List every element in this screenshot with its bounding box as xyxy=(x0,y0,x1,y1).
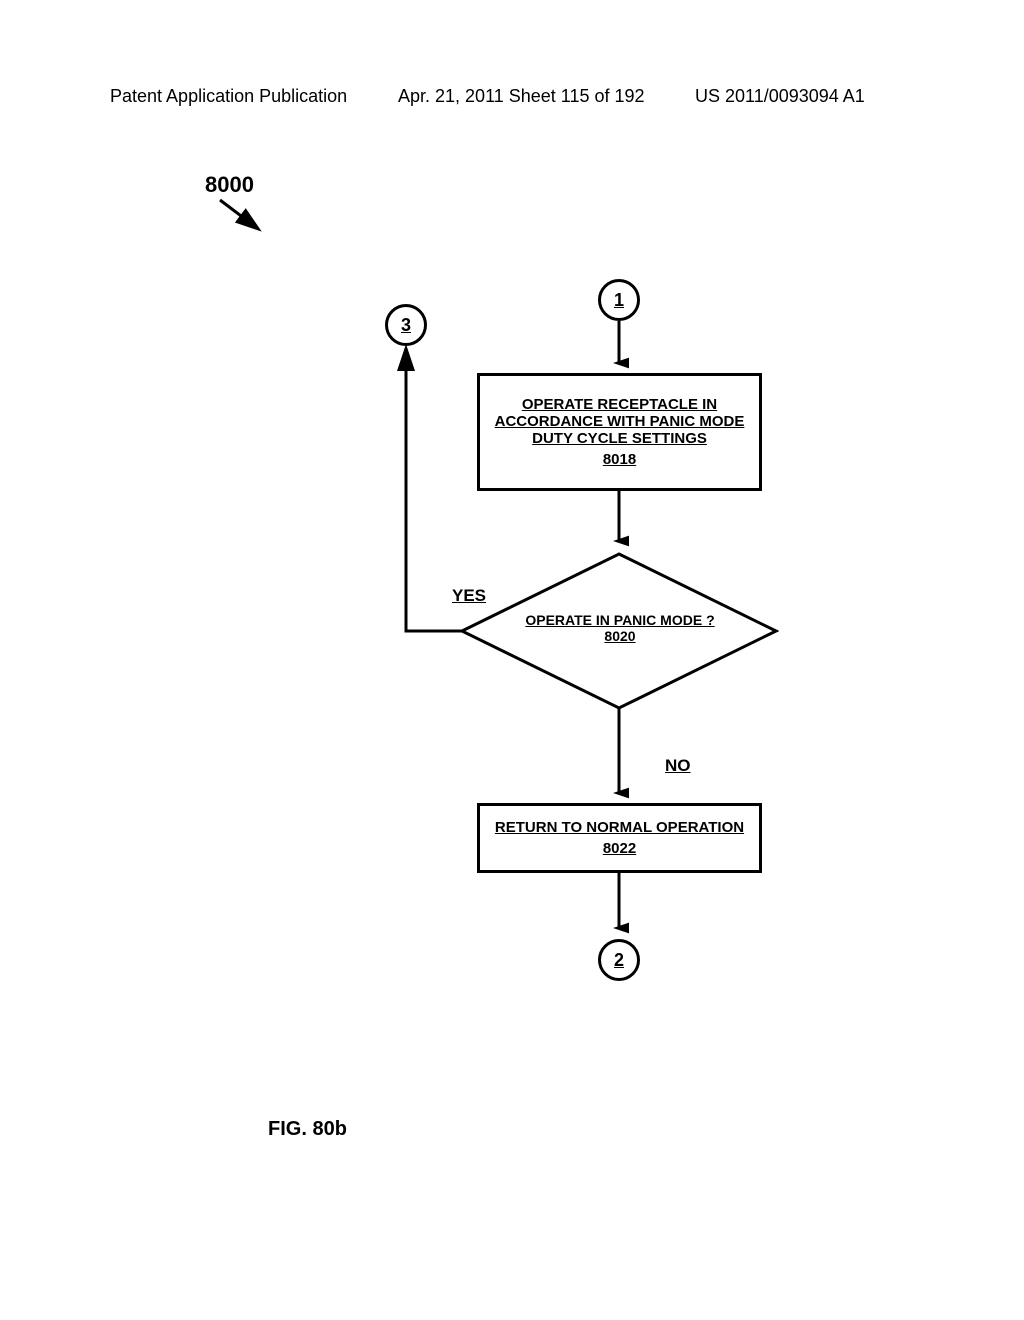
header-left: Patent Application Publication xyxy=(110,86,347,107)
return-num: 8022 xyxy=(603,840,636,857)
header-right: US 2011/0093094 A1 xyxy=(695,86,865,107)
operate-line1: OPERATE RECEPTACLE IN xyxy=(522,396,717,413)
arrow-return-to-c2-icon xyxy=(609,873,629,943)
decision-num: 8020 xyxy=(520,628,720,644)
process-return-normal: RETURN TO NORMAL OPERATION 8022 xyxy=(477,803,762,873)
connector-1-label: 1 xyxy=(614,290,624,311)
arrow-operate-to-decision-icon xyxy=(609,491,629,556)
process-operate-receptacle: OPERATE RECEPTACLE IN ACCORDANCE WITH PA… xyxy=(477,373,762,491)
decision-line1: OPERATE IN PANIC MODE ? xyxy=(520,612,720,628)
connector-2: 2 xyxy=(598,939,640,981)
connector-1: 1 xyxy=(598,279,640,321)
arrow-yes-to-c3-icon xyxy=(396,344,471,644)
header-center: Apr. 21, 2011 Sheet 115 of 192 xyxy=(398,86,645,107)
return-line1: RETURN TO NORMAL OPERATION xyxy=(495,819,744,836)
arrow-c1-to-operate-icon xyxy=(609,321,629,376)
no-label: NO xyxy=(665,756,691,776)
operate-line3: DUTY CYCLE SETTINGS xyxy=(532,430,707,447)
arrow-no-to-return-icon xyxy=(609,708,629,808)
connector-3-label: 3 xyxy=(401,315,411,336)
decision-panic-mode: OPERATE IN PANIC MODE ? 8020 xyxy=(520,612,720,644)
operate-num: 8018 xyxy=(603,451,636,468)
operate-line2: ACCORDANCE WITH PANIC MODE xyxy=(495,413,745,430)
figure-label: FIG. 80b xyxy=(268,1118,347,1141)
reference-arrow-icon xyxy=(215,195,275,240)
connector-3: 3 xyxy=(385,304,427,346)
connector-2-label: 2 xyxy=(614,950,624,971)
